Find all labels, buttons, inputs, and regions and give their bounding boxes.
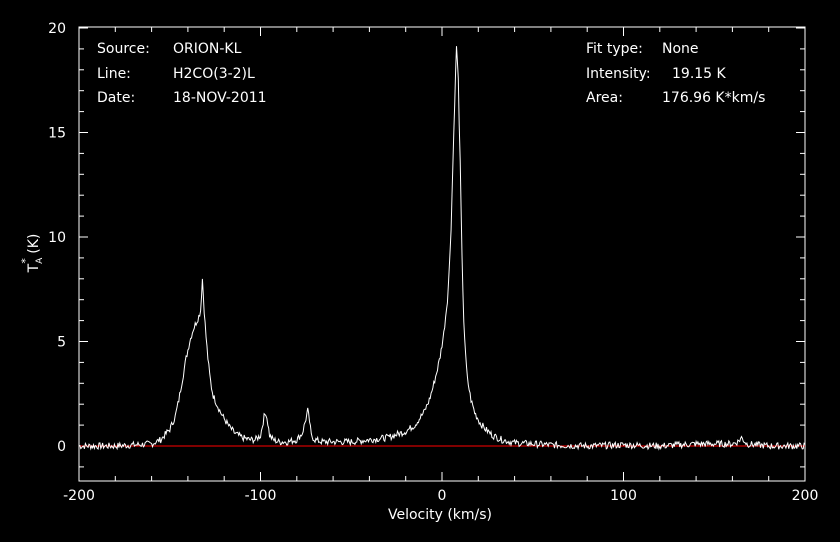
source-value: ORION-KL: [173, 41, 242, 57]
intensity-value: 19.15 K: [672, 66, 727, 82]
axis-ticks: [78, 27, 806, 481]
date-label: Date:: [97, 90, 135, 106]
x-tick-label: 200: [792, 488, 819, 504]
line-label: Line:: [97, 66, 131, 82]
y-tick-label: 0: [57, 439, 66, 455]
x-tick-label: 0: [438, 488, 447, 504]
area-label: Area:: [586, 90, 623, 106]
spectrum-line: [78, 46, 806, 451]
line-value: H2CO(3-2)L: [173, 66, 255, 82]
y-axis-label-unit: (K): [26, 234, 42, 259]
y-axis-label-main: T: [26, 263, 42, 273]
date-value: 18-NOV-2011: [173, 90, 267, 106]
intensity-label: Intensity:: [586, 66, 651, 82]
fit-type-value: None: [662, 41, 699, 57]
x-tick-label: -100: [245, 488, 277, 504]
y-tick-label: 5: [57, 335, 66, 351]
x-axis-label: Velocity (km/s): [388, 507, 492, 523]
source-label: Source:: [97, 41, 150, 57]
y-tick-label: 15: [48, 126, 66, 142]
fit-type-label: Fit type:: [586, 41, 643, 57]
y-axis-label-sup: *: [19, 258, 32, 264]
area-value: 176.96 K*km/s: [662, 90, 765, 106]
y-axis-label: TA* (K): [19, 234, 45, 274]
axis-tick-labels: -200 -100 0 100 200 0 5 10 15 20: [48, 21, 818, 504]
y-tick-label: 20: [48, 21, 66, 37]
svg-text:TA* (K): TA* (K): [19, 234, 45, 274]
x-tick-label: 100: [610, 488, 637, 504]
y-tick-label: 10: [48, 230, 66, 246]
x-tick-label: -200: [63, 488, 95, 504]
y-axis-label-sub: A: [35, 257, 45, 264]
